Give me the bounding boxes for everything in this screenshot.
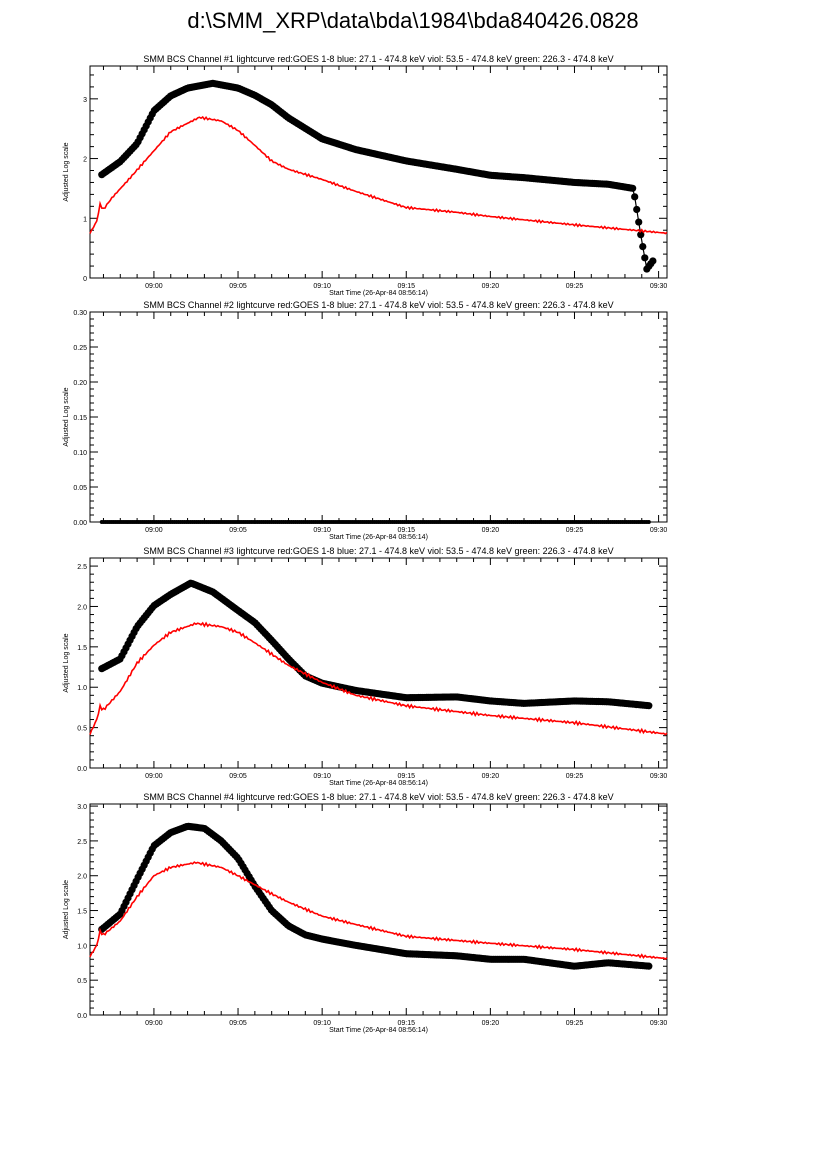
- x-tick-label: 09:25: [566, 1020, 584, 1027]
- y-axis-label: Adjusted Log scale: [63, 880, 70, 939]
- x-tick-label: 09:20: [482, 283, 500, 290]
- black-data-point: [629, 184, 637, 192]
- x-tick-label: 09:00: [145, 773, 163, 780]
- x-axis-label: Start Time (26-Apr-84 08:56:14): [329, 1027, 428, 1034]
- y-tick-label: 0.15: [73, 415, 87, 422]
- black-data-point: [639, 242, 647, 251]
- y-tick-label: 3.0: [77, 804, 87, 811]
- panel-2: SMM BCS Channel #2 lightcurve red:GOES 1…: [63, 300, 668, 541]
- y-tick-label: 1: [83, 216, 87, 223]
- black-data-point: [646, 520, 651, 524]
- y-tick-label: 0.10: [73, 450, 87, 457]
- x-tick-label: 09:00: [145, 527, 163, 534]
- black-series-line: [101, 582, 649, 707]
- panel-title: SMM BCS Channel #1 lightcurve red:GOES 1…: [143, 54, 613, 64]
- red-goes-line: [89, 621, 668, 736]
- y-tick-label: 0.0: [77, 766, 87, 773]
- x-axis-label: Start Time (26-Apr-84 08:56:14): [329, 290, 428, 297]
- y-tick-label: 0.00: [73, 520, 87, 527]
- y-tick-label: 2.5: [77, 839, 87, 846]
- x-axis-label: Start Time (26-Apr-84 08:56:14): [329, 534, 428, 541]
- x-tick-label: 09:25: [566, 283, 584, 290]
- x-tick-label: 09:20: [482, 773, 500, 780]
- y-tick-label: 1.5: [77, 645, 87, 652]
- y-tick-label: 0.25: [73, 345, 87, 352]
- y-tick-label: 0: [83, 276, 87, 283]
- y-axis-label: Adjusted Log scale: [63, 633, 70, 692]
- y-tick-label: 0.20: [73, 380, 87, 387]
- x-tick-label: 09:10: [313, 283, 331, 290]
- x-tick-label: 09:15: [397, 283, 415, 290]
- x-tick-label: 09:30: [650, 1020, 668, 1027]
- y-tick-label: 0.5: [77, 726, 87, 733]
- panel-title: SMM BCS Channel #2 lightcurve red:GOES 1…: [143, 300, 613, 310]
- black-data-point: [649, 257, 657, 265]
- x-tick-label: 09:25: [566, 527, 584, 534]
- y-tick-label: 0.5: [77, 978, 87, 985]
- x-tick-label: 09:05: [229, 527, 247, 534]
- y-tick-label: 0.05: [73, 485, 87, 492]
- x-tick-label: 09:20: [482, 1020, 500, 1027]
- black-data-point: [633, 205, 641, 214]
- plot-frame: [89, 311, 668, 523]
- black-series-line: [101, 82, 654, 271]
- x-tick-label: 09:00: [145, 1020, 163, 1027]
- x-tick-label: 09:30: [650, 527, 668, 534]
- y-axis-label: Adjusted Log scale: [63, 142, 70, 201]
- plot-frame: [89, 803, 668, 1016]
- x-tick-label: 09:20: [482, 527, 500, 534]
- panel-1: SMM BCS Channel #1 lightcurve red:GOES 1…: [63, 54, 668, 297]
- y-tick-label: 1.0: [77, 943, 87, 950]
- x-tick-label: 09:05: [229, 773, 247, 780]
- y-tick-label: 2.0: [77, 604, 87, 611]
- y-axis-label: Adjusted Log scale: [63, 387, 70, 446]
- y-tick-label: 0.30: [73, 310, 87, 317]
- page-title: d:\SMM_XRP\data\bda\1984\bda840426.0828: [187, 8, 639, 33]
- x-tick-label: 09:15: [397, 527, 415, 534]
- x-tick-label: 09:15: [397, 773, 415, 780]
- black-data-point: [641, 254, 649, 262]
- y-tick-label: 1.0: [77, 685, 87, 692]
- x-tick-label: 09:30: [650, 773, 668, 780]
- y-tick-label: 3: [83, 97, 87, 104]
- panel-title: SMM BCS Channel #3 lightcurve red:GOES 1…: [143, 546, 613, 556]
- black-data-point: [645, 962, 653, 970]
- y-tick-label: 2.0: [77, 874, 87, 881]
- panel-title: SMM BCS Channel #4 lightcurve red:GOES 1…: [143, 792, 613, 802]
- y-tick-label: 1.5: [77, 909, 87, 916]
- x-tick-label: 09:25: [566, 773, 584, 780]
- x-tick-label: 09:05: [229, 283, 247, 290]
- y-tick-label: 2: [83, 157, 87, 164]
- panel-4: SMM BCS Channel #4 lightcurve red:GOES 1…: [63, 792, 668, 1034]
- black-data-point: [635, 218, 643, 226]
- x-axis-label: Start Time (26-Apr-84 08:56:14): [329, 780, 428, 787]
- x-tick-label: 09:10: [313, 1020, 331, 1027]
- y-tick-label: 2.5: [77, 564, 87, 571]
- x-tick-label: 09:00: [145, 283, 163, 290]
- x-tick-label: 09:10: [313, 527, 331, 534]
- x-tick-label: 09:10: [313, 773, 331, 780]
- black-data-point: [631, 193, 639, 201]
- panel-3: SMM BCS Channel #3 lightcurve red:GOES 1…: [63, 546, 668, 787]
- red-goes-line: [89, 861, 668, 961]
- black-data-point: [637, 231, 645, 239]
- x-tick-label: 09:30: [650, 283, 668, 290]
- plot-frame: [89, 65, 668, 279]
- black-data-point: [645, 702, 653, 710]
- red-goes-line: [89, 115, 668, 235]
- x-tick-label: 09:15: [397, 1020, 415, 1027]
- x-tick-label: 09:05: [229, 1020, 247, 1027]
- y-tick-label: 0.0: [77, 1013, 87, 1020]
